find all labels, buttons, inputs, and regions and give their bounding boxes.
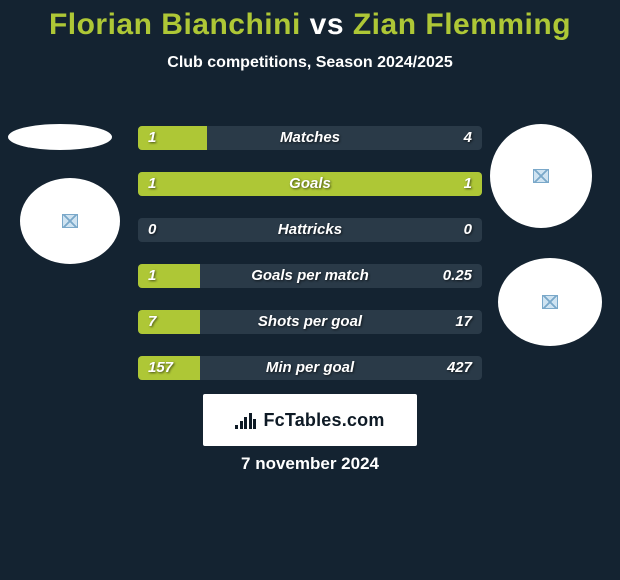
- stat-value-left: 0: [148, 218, 156, 242]
- comparison-title: Florian Bianchini vs Zian Flemming: [0, 0, 620, 42]
- watermark-box: FcTables.com: [203, 394, 417, 446]
- stat-label: Goals: [138, 172, 482, 196]
- stat-label: Matches: [138, 126, 482, 150]
- stat-label: Hattricks: [138, 218, 482, 242]
- stat-label: Min per goal: [138, 356, 482, 380]
- stat-value-right: 17: [455, 310, 472, 334]
- stat-row: Goals per match1 0.25: [138, 264, 482, 288]
- stat-value-left: 1: [148, 126, 156, 150]
- stat-value-left: 7: [148, 310, 156, 334]
- stat-value-left: 157: [148, 356, 173, 380]
- watermark-text: FcTables.com: [263, 410, 384, 431]
- logo-bar: [249, 413, 252, 429]
- stat-value-right: 0.25: [443, 264, 472, 288]
- stat-row: Hattricks0 0: [138, 218, 482, 242]
- stat-row: Matches1 4: [138, 126, 482, 150]
- stat-label: Shots per goal: [138, 310, 482, 334]
- stat-value-right: 427: [447, 356, 472, 380]
- stat-rows: Matches14Goals11Hattricks00Goals per mat…: [138, 126, 482, 402]
- player1-photo-ellipse: [8, 124, 112, 150]
- player2-club-circle: [498, 258, 602, 346]
- subtitle: Club competitions, Season 2024/2025: [0, 54, 620, 72]
- logo-bar: [240, 421, 243, 429]
- stat-value-right: 4: [464, 126, 472, 150]
- vs-text: vs: [310, 8, 344, 41]
- stat-row: Min per goal157 427: [138, 356, 482, 380]
- logo-bar: [244, 417, 247, 429]
- stat-row: Shots per goal7 17: [138, 310, 482, 334]
- player2-photo-circle: [490, 124, 592, 228]
- player1-name: Florian Bianchini: [49, 8, 301, 41]
- stat-value-right: 0: [464, 218, 472, 242]
- player2-name: Zian Flemming: [353, 8, 571, 41]
- logo-bar: [253, 419, 256, 429]
- broken-image-icon: [533, 169, 549, 183]
- stat-row: Goals1 1: [138, 172, 482, 196]
- logo-bar: [235, 425, 238, 429]
- watermark-inner: FcTables.com: [235, 410, 384, 431]
- stat-value-right: 1: [464, 172, 472, 196]
- stat-value-left: 1: [148, 172, 156, 196]
- date-text: 7 november 2024: [0, 454, 620, 474]
- stat-value-left: 1: [148, 264, 156, 288]
- fctables-logo-icon: [235, 411, 257, 429]
- stat-label: Goals per match: [138, 264, 482, 288]
- broken-image-icon: [542, 295, 558, 309]
- player1-club-circle: [20, 178, 120, 264]
- broken-image-icon: [62, 214, 78, 228]
